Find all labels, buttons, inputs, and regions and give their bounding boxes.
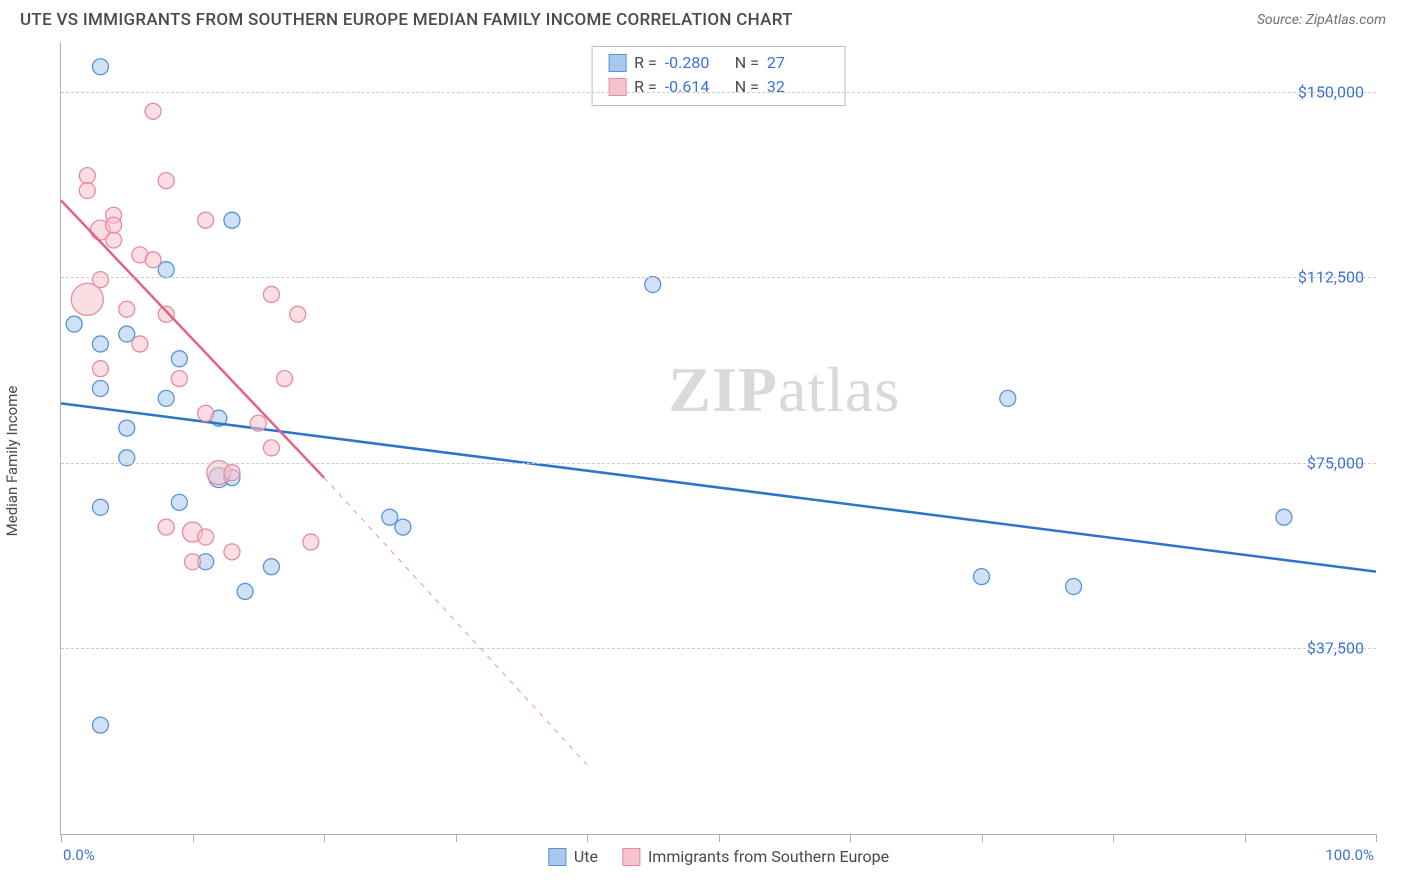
data-point [119,301,135,317]
data-point [106,217,122,233]
legend-swatch-1 [548,848,566,866]
data-point [79,168,95,184]
stats-n-value-2: 32 [767,75,829,99]
chart-svg [61,42,1376,834]
legend-swatch-2 [622,848,640,866]
y-tick-label: $37,500 [1307,639,1364,658]
legend-item-2: Immigrants from Southern Europe [622,847,889,866]
stats-r-value-1: -0.280 [665,51,727,75]
chart-source: Source: ZipAtlas.com [1257,12,1386,28]
data-point [224,465,240,481]
data-point [158,390,174,406]
data-point [106,232,122,248]
stats-swatch-1 [608,54,626,72]
data-point [158,519,174,535]
data-point [198,212,214,228]
legend-label-2: Immigrants from Southern Europe [648,847,889,866]
x-tick [1113,834,1114,842]
y-tick-label: $112,500 [1298,268,1364,287]
data-point [382,509,398,525]
data-point [237,583,253,599]
legend: Ute Immigrants from Southern Europe [548,847,889,866]
x-axis-min-label: 0.0% [63,846,95,864]
data-point [1000,390,1016,406]
y-axis-label: Median Family Income [3,386,21,537]
data-point [171,351,187,367]
data-point [198,405,214,421]
data-point [92,59,108,75]
stats-n-label-1: N = [735,51,759,75]
data-point [224,544,240,560]
data-point [145,103,161,119]
x-tick [61,834,62,842]
data-point [263,559,279,575]
data-point [132,336,148,352]
data-point [158,306,174,322]
stats-row-2: R = -0.614 N = 32 [608,75,829,99]
stats-row-1: R = -0.280 N = 27 [608,51,829,75]
data-point [79,183,95,199]
gridline [61,92,1376,93]
data-point [158,262,174,278]
data-point [171,494,187,510]
stats-n-value-1: 27 [767,51,829,75]
stats-r-value-2: -0.614 [665,75,727,99]
x-axis-max-label: 100.0% [1325,846,1374,864]
data-point [145,252,161,268]
data-point [171,371,187,387]
legend-label-1: Ute [574,847,598,866]
data-point [92,717,108,733]
legend-item-1: Ute [548,847,598,866]
x-tick [193,834,194,842]
data-point [263,440,279,456]
x-tick [1245,834,1246,842]
chart-title: UTE VS IMMIGRANTS FROM SOUTHERN EUROPE M… [20,10,793,30]
data-point [71,283,103,315]
x-tick [587,834,588,842]
data-point [66,316,82,332]
x-tick [1376,834,1377,842]
data-point [303,534,319,550]
data-point [185,554,201,570]
data-point [119,420,135,436]
x-tick [850,834,851,842]
y-tick-label: $75,000 [1307,453,1364,472]
trend-line-dashed [324,478,587,765]
stats-r-label-1: R = [634,51,657,75]
data-point [395,519,411,535]
data-point [92,381,108,397]
stats-swatch-2 [608,78,626,96]
data-point [224,212,240,228]
x-tick [324,834,325,842]
data-point [263,286,279,302]
stats-n-label-2: N = [735,75,759,99]
gridline [61,277,1376,278]
plot-region: ZIPatlas R = -0.280 N = 27 R = -0.614 N … [60,42,1376,835]
data-point [645,277,661,293]
chart-area: Median Family Income ZIPatlas R = -0.280… [20,42,1386,880]
chart-header: UTE VS IMMIGRANTS FROM SOUTHERN EUROPE M… [0,0,1406,36]
data-point [92,499,108,515]
y-tick-label: $150,000 [1298,82,1364,101]
data-point [250,415,266,431]
data-point [198,529,214,545]
data-point [119,326,135,342]
data-point [290,306,306,322]
gridline [61,648,1376,649]
stats-box: R = -0.280 N = 27 R = -0.614 N = 32 [591,46,846,106]
data-point [158,173,174,189]
x-tick [456,834,457,842]
data-point [92,336,108,352]
data-point [974,569,990,585]
stats-r-label-2: R = [634,75,657,99]
data-point [92,361,108,377]
data-point [277,371,293,387]
data-point [1276,509,1292,525]
x-tick [719,834,720,842]
data-point [1066,579,1082,595]
gridline [61,463,1376,464]
x-tick [982,834,983,842]
